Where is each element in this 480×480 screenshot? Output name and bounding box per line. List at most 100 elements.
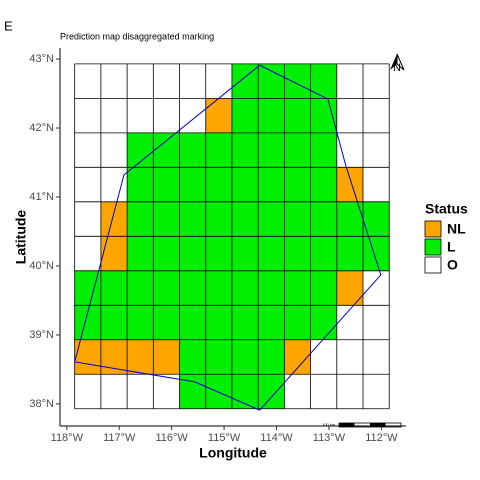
grid-cell — [363, 374, 390, 409]
grid-cell — [310, 132, 337, 168]
grid-cell — [284, 98, 311, 133]
grid-cell — [336, 305, 364, 340]
grid-cell — [231, 270, 259, 306]
grid-cell — [127, 374, 154, 409]
grid-cell — [363, 63, 390, 99]
grid-cell — [258, 98, 285, 133]
legend-key — [424, 256, 442, 274]
legend-title: Status — [425, 201, 468, 217]
y-tick-label: 39°N — [29, 329, 54, 341]
grid-cell — [100, 63, 128, 99]
grid-cell — [205, 167, 232, 202]
grid-cell — [74, 339, 101, 375]
grid-cell — [363, 305, 390, 340]
grid-cell — [336, 374, 364, 409]
grid-cell — [179, 236, 206, 271]
grid-cell — [258, 339, 285, 375]
grid-cell — [310, 98, 337, 133]
grid-cell — [153, 132, 180, 168]
panel-tag: E — [4, 18, 13, 33]
grid-cell — [258, 236, 285, 271]
grid-cell — [205, 132, 232, 168]
legend-label: NL — [447, 221, 466, 237]
x-tick-label: 114°W — [260, 432, 293, 444]
grid-cell — [179, 167, 206, 202]
grid-cell — [336, 167, 364, 202]
grid-cell — [363, 201, 390, 237]
grid-cell — [100, 201, 128, 237]
grid-cell — [127, 98, 154, 133]
grid-cell — [231, 339, 259, 375]
grid-cell — [231, 132, 259, 168]
grid-cell — [231, 98, 259, 133]
grid-cell — [74, 270, 101, 306]
grid-cell — [284, 305, 311, 340]
grid-cell — [336, 98, 364, 133]
grid-cell — [205, 270, 232, 306]
grid-cell — [258, 63, 285, 99]
grid-cell — [127, 305, 154, 340]
grid-cell — [258, 132, 285, 168]
grid-cell — [100, 339, 128, 375]
scale-bar — [338, 422, 402, 428]
legend-label: O — [447, 257, 458, 273]
y-tick-label: 43°N — [29, 53, 54, 65]
grid-cell — [310, 167, 337, 202]
chart-title: Prediction map disaggregated marking — [60, 31, 214, 41]
grid-cell — [100, 236, 128, 271]
grid-cell — [310, 63, 337, 99]
x-tick-label: 115°W — [208, 432, 241, 444]
y-tick-label: 41°N — [29, 191, 54, 203]
grid-cell — [336, 339, 364, 375]
grid-cell — [258, 374, 285, 409]
grid-cell — [153, 270, 180, 306]
grid-cell — [258, 305, 285, 340]
grid-cell — [310, 305, 337, 340]
grid-cell — [310, 201, 337, 237]
grid-cell — [336, 236, 364, 271]
grid-cell — [284, 63, 311, 99]
grid-cell — [127, 270, 154, 306]
grid-cell — [336, 63, 364, 99]
x-tick-label: 116°W — [155, 432, 188, 444]
grid-cell — [231, 201, 259, 237]
grid-cell — [153, 339, 180, 375]
grid-cell — [74, 132, 101, 168]
grid-cell — [127, 339, 154, 375]
grid-cell — [205, 98, 232, 133]
grid-cell — [153, 63, 180, 99]
grid-cell — [153, 98, 180, 133]
grid-cell — [153, 305, 180, 340]
x-tick-label: 118°W — [51, 432, 84, 444]
grid-cell — [179, 98, 206, 133]
y-tick-label: 42°N — [29, 122, 54, 134]
grid-cell — [100, 270, 128, 306]
grid-cell — [153, 167, 180, 202]
grid-cell — [127, 63, 154, 99]
grid-cell — [310, 339, 337, 375]
grid-cell — [258, 167, 285, 202]
grid-cell — [363, 236, 390, 271]
grid-cell — [310, 270, 337, 306]
x-tick-label: 117°W — [103, 432, 136, 444]
grid-cell — [231, 305, 259, 340]
grid-cell — [336, 270, 364, 306]
north-label: N — [393, 62, 401, 74]
grid-cell — [205, 374, 232, 409]
grid-cell — [284, 270, 311, 306]
grid-cell — [205, 339, 232, 375]
grid-cell — [100, 167, 128, 202]
grid-cell — [100, 98, 128, 133]
grid-cell — [74, 98, 101, 133]
grid-cell — [284, 132, 311, 168]
grid-cell — [336, 201, 364, 237]
grid-cell — [74, 167, 101, 202]
grid-cell — [100, 305, 128, 340]
grid-cell — [258, 270, 285, 306]
grid-cell — [74, 201, 101, 237]
grid-cell — [179, 132, 206, 168]
grid-cell — [127, 167, 154, 202]
grid-cell — [284, 167, 311, 202]
grid-cell — [100, 374, 128, 409]
